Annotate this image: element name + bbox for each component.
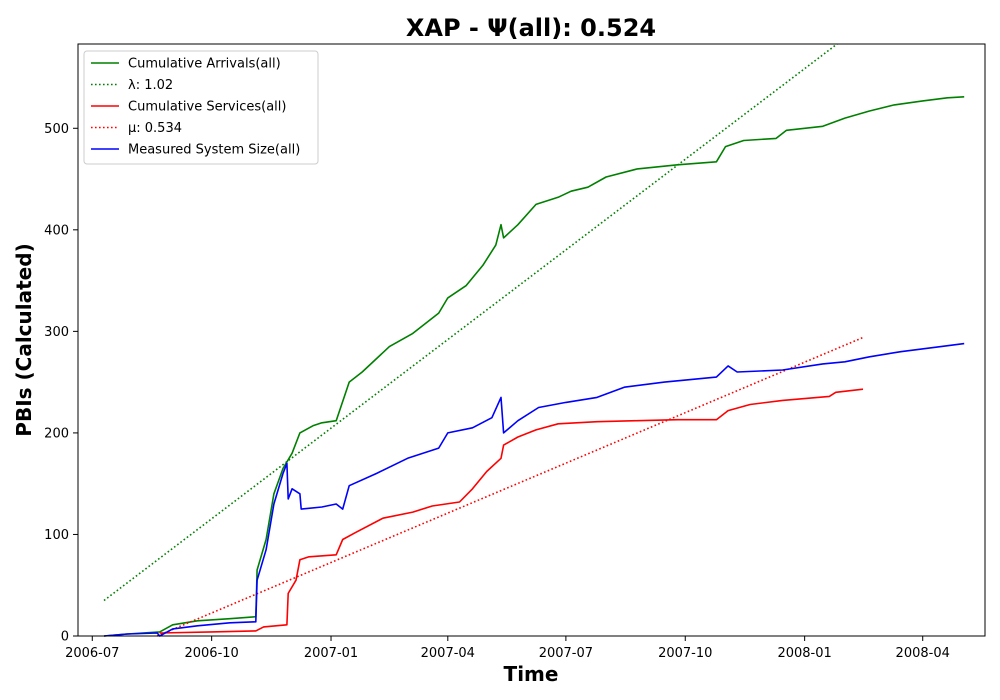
legend-label: Measured System Size(all)	[128, 143, 300, 158]
x-tick-label: 2006-07	[65, 646, 119, 661]
legend-label: μ: 0.534	[128, 121, 182, 136]
x-tick-label: 2008-04	[896, 646, 950, 661]
x-tick-label: 2007-07	[539, 646, 593, 661]
y-tick-label: 0	[61, 630, 69, 645]
y-tick-label: 400	[44, 223, 69, 238]
series-line-0-534-3	[156, 336, 864, 637]
x-axis-label: Time	[504, 662, 559, 686]
legend-box	[83, 50, 319, 165]
y-tick-label: 300	[44, 325, 69, 340]
plot-frame	[77, 43, 986, 637]
legend-label: Cumulative Arrivals(all)	[128, 57, 281, 72]
plot-area	[77, 43, 986, 637]
series-line-1-02-1	[103, 43, 838, 602]
legend-label: λ: 1.02	[128, 78, 173, 93]
series-line-measured-system-size-all-4	[103, 342, 965, 637]
y-tick-label: 500	[44, 122, 69, 137]
y-tick-label: 100	[44, 528, 69, 543]
x-tick-label: 2007-10	[658, 646, 712, 661]
x-tick-label: 2007-01	[304, 646, 358, 661]
series-layer	[103, 43, 965, 637]
x-tick-label: 2007-04	[421, 646, 475, 661]
y-axis: 0 100 200 300 400 500	[44, 122, 78, 645]
y-tick-label: 200	[44, 426, 69, 441]
series-line-cumulative-services-all-2	[159, 388, 864, 634]
series-line-cumulative-arrivals-all-0	[103, 96, 965, 637]
x-tick-label: 2008-01	[777, 646, 831, 661]
chart-title: XAP - Ψ(all): 0.524	[406, 14, 656, 42]
legend: Cumulative Arrivals(all) λ: 1.02 Cumulativ…	[83, 50, 319, 165]
x-tick-label: 2006-10	[184, 646, 238, 661]
legend-label: Cumulative Services(all)	[128, 100, 286, 115]
y-axis-label: PBIs (Calculated)	[12, 243, 36, 436]
x-axis: 2006-07 2006-10 2007-01 2007-04 2007-07 2007-…	[65, 636, 950, 661]
